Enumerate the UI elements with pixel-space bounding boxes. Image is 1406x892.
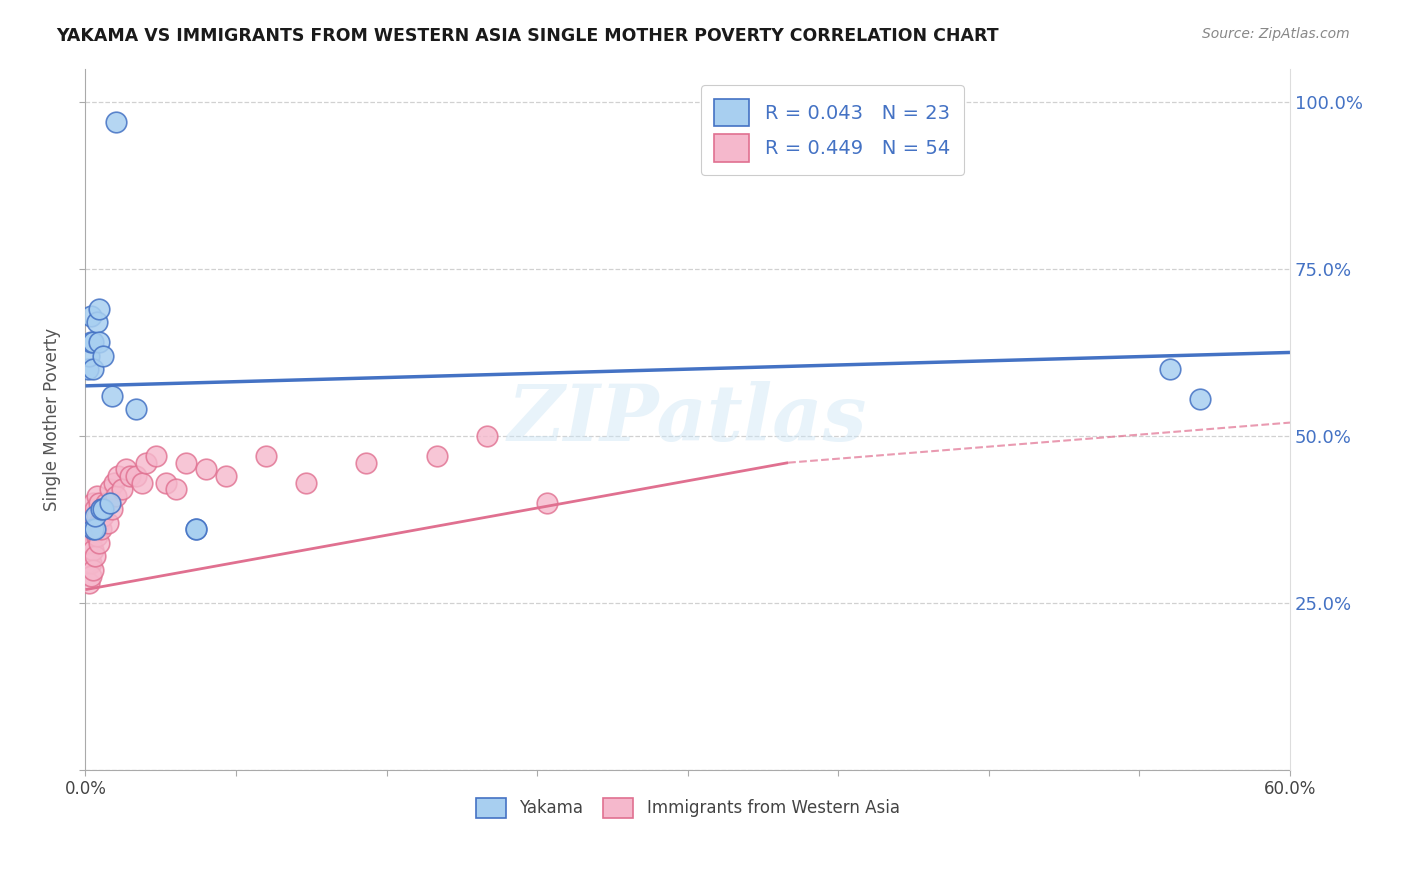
Point xyxy=(110,483,132,497)
Point xyxy=(79,556,101,570)
Point xyxy=(104,489,127,503)
Point xyxy=(82,362,104,376)
Point xyxy=(82,335,104,350)
Point xyxy=(165,483,187,497)
Point xyxy=(82,496,104,510)
Point xyxy=(90,502,112,516)
Y-axis label: Single Mother Poverty: Single Mother Poverty xyxy=(44,327,60,511)
Text: YAKAMA VS IMMIGRANTS FROM WESTERN ASIA SINGLE MOTHER POVERTY CORRELATION CHART: YAKAMA VS IMMIGRANTS FROM WESTERN ASIA S… xyxy=(56,27,998,45)
Point xyxy=(103,475,125,490)
Point xyxy=(89,536,111,550)
Text: Source: ZipAtlas.com: Source: ZipAtlas.com xyxy=(1202,27,1350,41)
Point xyxy=(80,509,103,524)
Point xyxy=(356,456,378,470)
Point xyxy=(93,349,115,363)
Point xyxy=(98,483,121,497)
Point xyxy=(76,529,98,543)
Point xyxy=(145,449,167,463)
Point xyxy=(93,509,115,524)
Point xyxy=(90,502,112,516)
Point xyxy=(84,523,107,537)
Point xyxy=(86,529,108,543)
Point xyxy=(84,523,107,537)
Point xyxy=(98,496,121,510)
Point xyxy=(107,469,129,483)
Point xyxy=(89,301,111,316)
Point xyxy=(80,536,103,550)
Point xyxy=(84,549,107,564)
Point xyxy=(76,542,98,557)
Point xyxy=(79,576,101,591)
Point xyxy=(295,475,318,490)
Point xyxy=(104,115,127,129)
Point xyxy=(1188,392,1211,407)
Point xyxy=(426,449,449,463)
Point xyxy=(80,309,103,323)
Point xyxy=(82,523,104,537)
Point xyxy=(79,349,101,363)
Point xyxy=(84,502,107,516)
Point xyxy=(174,456,197,470)
Point xyxy=(89,516,111,530)
Point xyxy=(100,502,122,516)
Point xyxy=(93,502,115,516)
Point xyxy=(124,402,146,417)
Point xyxy=(194,462,217,476)
Point xyxy=(82,509,104,524)
Point xyxy=(86,315,108,329)
Text: ZIPatlas: ZIPatlas xyxy=(508,381,868,458)
Point xyxy=(1159,362,1181,376)
Point xyxy=(254,449,277,463)
Point xyxy=(215,469,238,483)
Point xyxy=(80,556,103,570)
Point xyxy=(536,496,558,510)
Point xyxy=(82,523,104,537)
Point xyxy=(86,489,108,503)
Point xyxy=(80,335,103,350)
Point xyxy=(135,456,157,470)
Point xyxy=(82,563,104,577)
Point xyxy=(184,523,207,537)
Point xyxy=(155,475,177,490)
Point xyxy=(76,556,98,570)
Point xyxy=(184,523,207,537)
Point xyxy=(475,429,498,443)
Point xyxy=(79,523,101,537)
Point xyxy=(86,509,108,524)
Point xyxy=(89,335,111,350)
Point xyxy=(90,523,112,537)
Legend: Yakama, Immigrants from Western Asia: Yakama, Immigrants from Western Asia xyxy=(470,791,907,825)
Point xyxy=(94,496,117,510)
Point xyxy=(80,569,103,583)
Point xyxy=(131,475,153,490)
Point xyxy=(77,362,100,376)
Point xyxy=(100,389,122,403)
Point xyxy=(80,523,103,537)
Point xyxy=(124,469,146,483)
Point xyxy=(89,496,111,510)
Point xyxy=(82,542,104,557)
Point xyxy=(84,509,107,524)
Point xyxy=(118,469,141,483)
Point xyxy=(79,542,101,557)
Point xyxy=(96,516,118,530)
Point xyxy=(114,462,136,476)
